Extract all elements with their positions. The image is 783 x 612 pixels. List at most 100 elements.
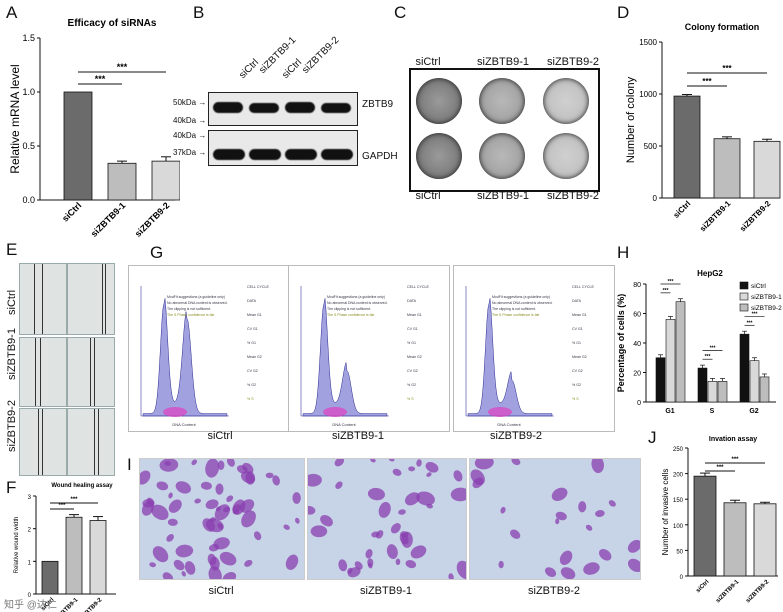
x-tick-label: siZBTB9-1 bbox=[89, 200, 128, 239]
y-tick-label: 0 bbox=[653, 194, 658, 203]
invasion-image bbox=[307, 458, 467, 580]
panel-label-j: J bbox=[648, 428, 657, 447]
cell bbox=[371, 531, 380, 538]
wound-image bbox=[19, 263, 67, 335]
stats-label: % G1 bbox=[572, 341, 581, 345]
wound-image bbox=[67, 337, 115, 407]
band bbox=[285, 102, 315, 113]
stats-label: CV G1 bbox=[407, 327, 418, 331]
band bbox=[321, 149, 353, 160]
dish-label-bottom-1: siCtrl bbox=[415, 190, 441, 202]
bar bbox=[673, 95, 701, 199]
legend-label: siCtrl bbox=[751, 283, 766, 290]
cell bbox=[142, 498, 155, 508]
stats-label: CV G2 bbox=[247, 369, 258, 373]
cell bbox=[544, 567, 557, 578]
bar bbox=[717, 381, 728, 403]
cell bbox=[200, 481, 212, 490]
significance-marker: *** bbox=[58, 503, 66, 509]
legend-swatch bbox=[739, 292, 749, 301]
bar bbox=[749, 360, 760, 403]
cell bbox=[156, 481, 169, 491]
cell bbox=[205, 459, 220, 478]
wound-image bbox=[67, 408, 115, 476]
cell bbox=[236, 465, 248, 474]
cell bbox=[285, 554, 299, 570]
cell bbox=[244, 559, 253, 567]
cell bbox=[283, 524, 290, 530]
modfit-note: The clipping is not sufficient. bbox=[492, 307, 536, 311]
cell bbox=[500, 506, 506, 514]
invasion-image bbox=[139, 458, 305, 580]
cell bbox=[555, 511, 567, 521]
significance-marker: *** bbox=[705, 354, 711, 360]
chart-efficacy-sirnas: Efficacy of siRNAs 0.0 0.5 1.0 1.5 Relative m… bbox=[8, 18, 180, 239]
legend-label: siZBTB9-1 bbox=[751, 294, 782, 301]
watermark: 知乎 @达仁 bbox=[4, 600, 57, 611]
band bbox=[249, 149, 281, 160]
cell bbox=[498, 560, 504, 569]
invasion-label-3: siZBTB9-2 bbox=[528, 585, 580, 597]
cell bbox=[474, 459, 494, 470]
stained-cells bbox=[308, 459, 466, 579]
marker-40kda-top: 40kDa → bbox=[173, 116, 207, 125]
cell bbox=[265, 472, 274, 479]
cell bbox=[226, 495, 234, 502]
cell bbox=[405, 559, 417, 569]
y-tick-label: 20 bbox=[633, 371, 641, 378]
significance-marker: *** bbox=[731, 457, 739, 463]
modfit-note: The S Phase confidence is fair bbox=[492, 313, 540, 317]
marker-50kda: 50kDa → bbox=[173, 98, 207, 107]
y-tick-label: 1 bbox=[28, 560, 32, 566]
chart-colony-formation: Colony formation 0 500 1000 1500 Number of co… bbox=[625, 22, 781, 234]
y-tick-label: 2 bbox=[28, 528, 32, 534]
invasion-label-1: siCtrl bbox=[208, 585, 234, 597]
y-tick-label: 3 bbox=[28, 495, 32, 501]
bar bbox=[697, 367, 708, 403]
stats-label: Mean G2 bbox=[407, 355, 422, 359]
panel-label-e: E bbox=[6, 240, 18, 259]
cell bbox=[365, 549, 373, 559]
flow-histogram: DNA Content ModFit suggestions (a guideli… bbox=[288, 265, 450, 432]
panel-label-c: C bbox=[394, 3, 407, 22]
cell bbox=[472, 477, 484, 489]
y-tick-label: 0 bbox=[680, 575, 684, 581]
stats-label: DATA bbox=[407, 299, 417, 303]
panel-label-h: H bbox=[617, 243, 630, 262]
marker-40kda-bottom: 40kDa → bbox=[173, 131, 207, 140]
histogram-area bbox=[142, 298, 228, 417]
modfit-note: The clipping is not sufficient. bbox=[167, 307, 211, 311]
chart-cell-cycle-hepg2: HepG2 0 20 40 60 80 Percentage of cells (%) G1 *… bbox=[616, 269, 782, 415]
stats-label: CELL CYCLE bbox=[407, 285, 429, 289]
bar bbox=[739, 333, 750, 403]
bar bbox=[713, 138, 741, 199]
cell bbox=[175, 544, 194, 558]
x-tick-label: siZBTB9-1 bbox=[698, 199, 733, 234]
cell bbox=[168, 492, 173, 499]
stats-label: % G2 bbox=[407, 383, 416, 387]
cell bbox=[578, 501, 587, 513]
western-blot-panel: siCtrl siZBTB9-1 siCtrl siZBTB9-2 50kDa … bbox=[165, 20, 398, 180]
cell bbox=[583, 562, 600, 575]
modfit-note: ModFit suggestions (a guideline only) bbox=[167, 295, 225, 299]
y-tick-label: 80 bbox=[633, 282, 641, 289]
cell bbox=[215, 483, 224, 495]
cell bbox=[386, 544, 398, 559]
cell bbox=[560, 567, 576, 579]
stats-label: % S bbox=[407, 397, 414, 401]
cell bbox=[227, 459, 235, 467]
cell bbox=[398, 509, 406, 515]
cell bbox=[390, 523, 401, 534]
cell bbox=[310, 525, 328, 538]
y-tick-label: 0.5 bbox=[22, 141, 35, 151]
stained-cells bbox=[470, 459, 640, 579]
cell bbox=[239, 499, 255, 513]
blot-gapdh bbox=[208, 130, 358, 166]
chart-title: Invation assay bbox=[709, 436, 757, 443]
flow-histogram-plot: DNA Content ModFit suggestions (a guideli… bbox=[465, 285, 594, 427]
modfit-note: The S Phase confidence is fair bbox=[167, 313, 215, 317]
bar bbox=[693, 475, 717, 577]
cell bbox=[173, 559, 185, 571]
stats-label: Mean G2 bbox=[572, 355, 587, 359]
bar bbox=[655, 357, 666, 403]
